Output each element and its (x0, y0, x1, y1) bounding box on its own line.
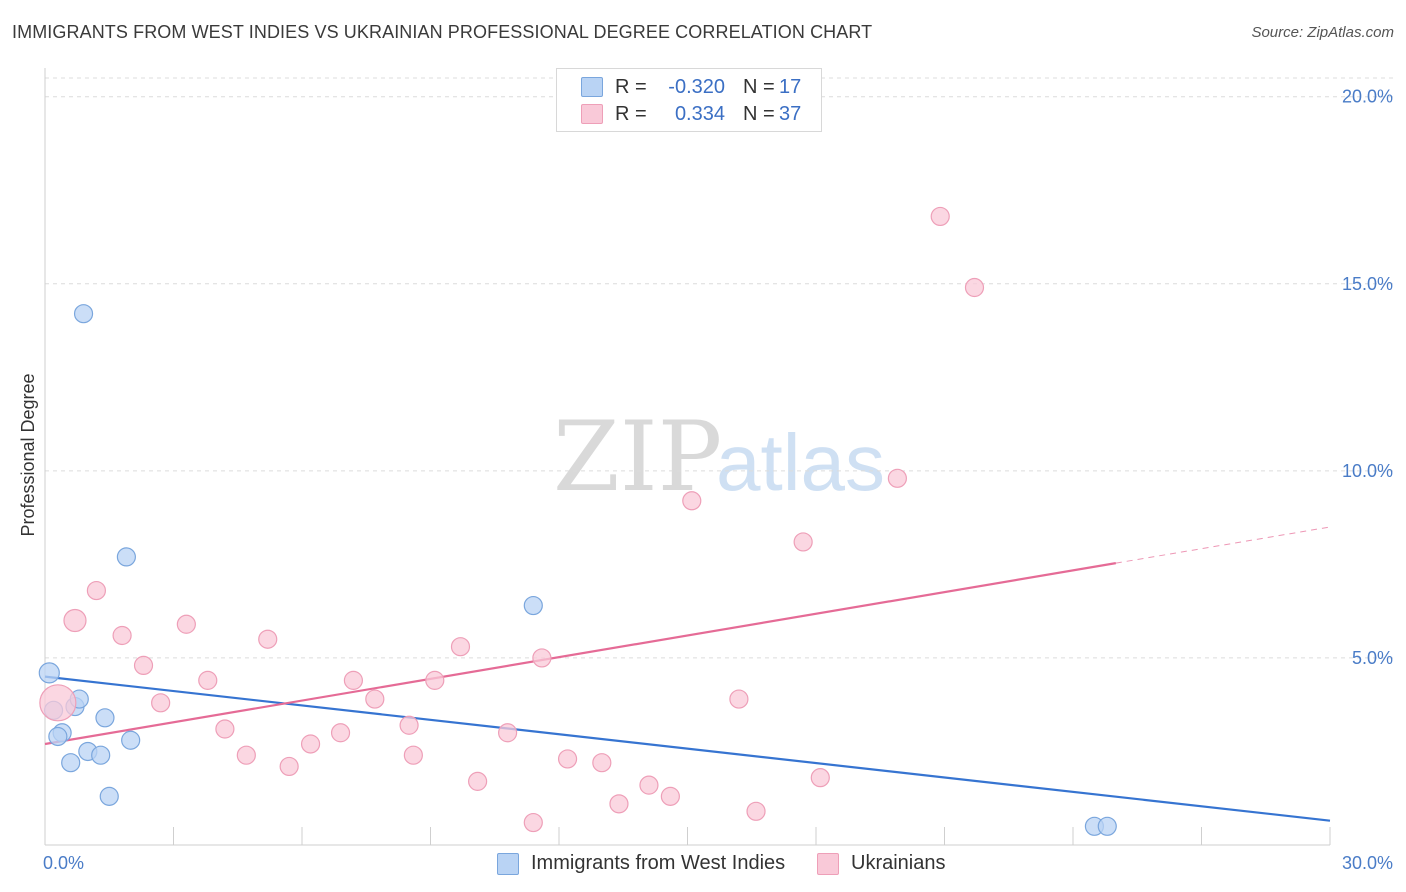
y-axis-label: Professional Degree (18, 373, 38, 536)
data-point-pink (729, 689, 749, 709)
data-point-blue (99, 786, 119, 806)
data-point-pink (112, 625, 132, 646)
data-point-pink (399, 715, 419, 735)
bottom-legend-label: Ukrainians (851, 852, 946, 874)
legend-r-label: R = (615, 75, 647, 98)
data-point-pink (468, 771, 488, 791)
data-point-pink (793, 532, 813, 552)
data-points (38, 206, 1117, 836)
bottom-legend-ukrainians: Ukrainians (817, 852, 945, 875)
y-tick-label: 15.0% (1342, 274, 1393, 294)
trend-line-pink (44, 562, 1117, 746)
data-point-pink (176, 614, 196, 634)
data-point-pink (39, 684, 77, 722)
gridlines (45, 77, 1395, 659)
data-point-pink (425, 670, 445, 690)
chart-title: IMMIGRANTS FROM WEST INDIES VS UKRAINIAN… (12, 22, 873, 42)
legend-swatch-blue (581, 77, 603, 97)
data-point-pink (498, 723, 518, 743)
data-point-pink (557, 749, 578, 769)
data-point-pink (279, 756, 299, 777)
data-point-pink (887, 468, 907, 488)
x-tick-label: 0.0% (43, 853, 84, 873)
data-point-pink (258, 629, 278, 649)
data-point-blue (61, 753, 81, 773)
data-point-pink (682, 491, 702, 511)
data-point-blue (38, 662, 60, 684)
tick-labels: 5.0% 10.0% 15.0% 20.0% 0.0% 30.0% (43, 87, 1393, 873)
bottom-legend-swatch-pink (817, 852, 839, 875)
data-point-blue (91, 745, 111, 765)
data-point-pink (330, 723, 351, 743)
bottom-legend-west-indies: Immigrants from West Indies (497, 852, 785, 875)
data-point-pink (63, 608, 87, 633)
legend-n-value: 17 (779, 75, 802, 98)
trend-line-blue (44, 675, 1331, 822)
data-point-pink (810, 768, 830, 788)
correlation-legend: R = -0.320 N = 17 R = 0.334 N = 37 (556, 68, 822, 132)
watermark-atlas: atlas (716, 418, 885, 507)
data-point-pink (609, 794, 629, 814)
legend-r-value: -0.320 (668, 75, 725, 98)
data-point-pink (86, 580, 107, 601)
watermark: ZIP atlas (553, 401, 885, 513)
data-point-pink (746, 801, 766, 821)
data-point-pink (365, 689, 385, 709)
legend-row-west-indies: R = -0.320 N = 17 (581, 75, 801, 99)
source-label: Source: ZipAtlas.com (1251, 24, 1394, 41)
y-tick-label: 10.0% (1342, 461, 1393, 481)
data-point-pink (639, 775, 659, 795)
data-point-pink (660, 786, 680, 806)
y-tick-label: 20.0% (1342, 87, 1393, 107)
data-point-pink (343, 670, 363, 690)
trend-line-extension-pink (1115, 526, 1331, 564)
trend-lines (44, 526, 1331, 822)
legend-r-value: 0.334 (674, 102, 725, 125)
data-point-pink (930, 206, 950, 227)
y-tick-label: 5.0% (1352, 648, 1393, 668)
data-point-pink (964, 277, 985, 298)
legend-row-ukrainians: R = 0.334 N = 37 (581, 102, 801, 126)
data-point-pink (300, 734, 321, 754)
data-point-blue (48, 726, 68, 747)
data-point-pink (198, 670, 218, 690)
data-point-pink (592, 753, 612, 773)
bottom-legend-label: Immigrants from West Indies (531, 852, 786, 874)
legend-n-label: N = (743, 102, 775, 125)
legend-n-value: 37 (779, 102, 802, 125)
data-point-pink (133, 655, 154, 676)
data-point-blue (73, 304, 94, 324)
data-point-pink (151, 693, 171, 713)
data-point-pink (215, 719, 235, 739)
data-point-pink (236, 745, 256, 765)
data-point-blue (523, 595, 543, 616)
x-tick-label: 30.0% (1342, 853, 1393, 873)
data-point-pink (532, 648, 552, 668)
data-point-pink (523, 812, 543, 833)
legend-n-label: N = (743, 75, 775, 98)
data-point-blue (121, 730, 141, 750)
data-point-pink (450, 637, 471, 657)
legend-swatch-pink (581, 104, 603, 124)
data-point-pink (403, 745, 423, 765)
bottom-legend-swatch-blue (497, 852, 519, 875)
legend-r-label: R = (615, 102, 647, 125)
data-point-blue (1097, 816, 1117, 836)
data-point-blue (116, 547, 136, 567)
data-point-blue (95, 708, 115, 728)
